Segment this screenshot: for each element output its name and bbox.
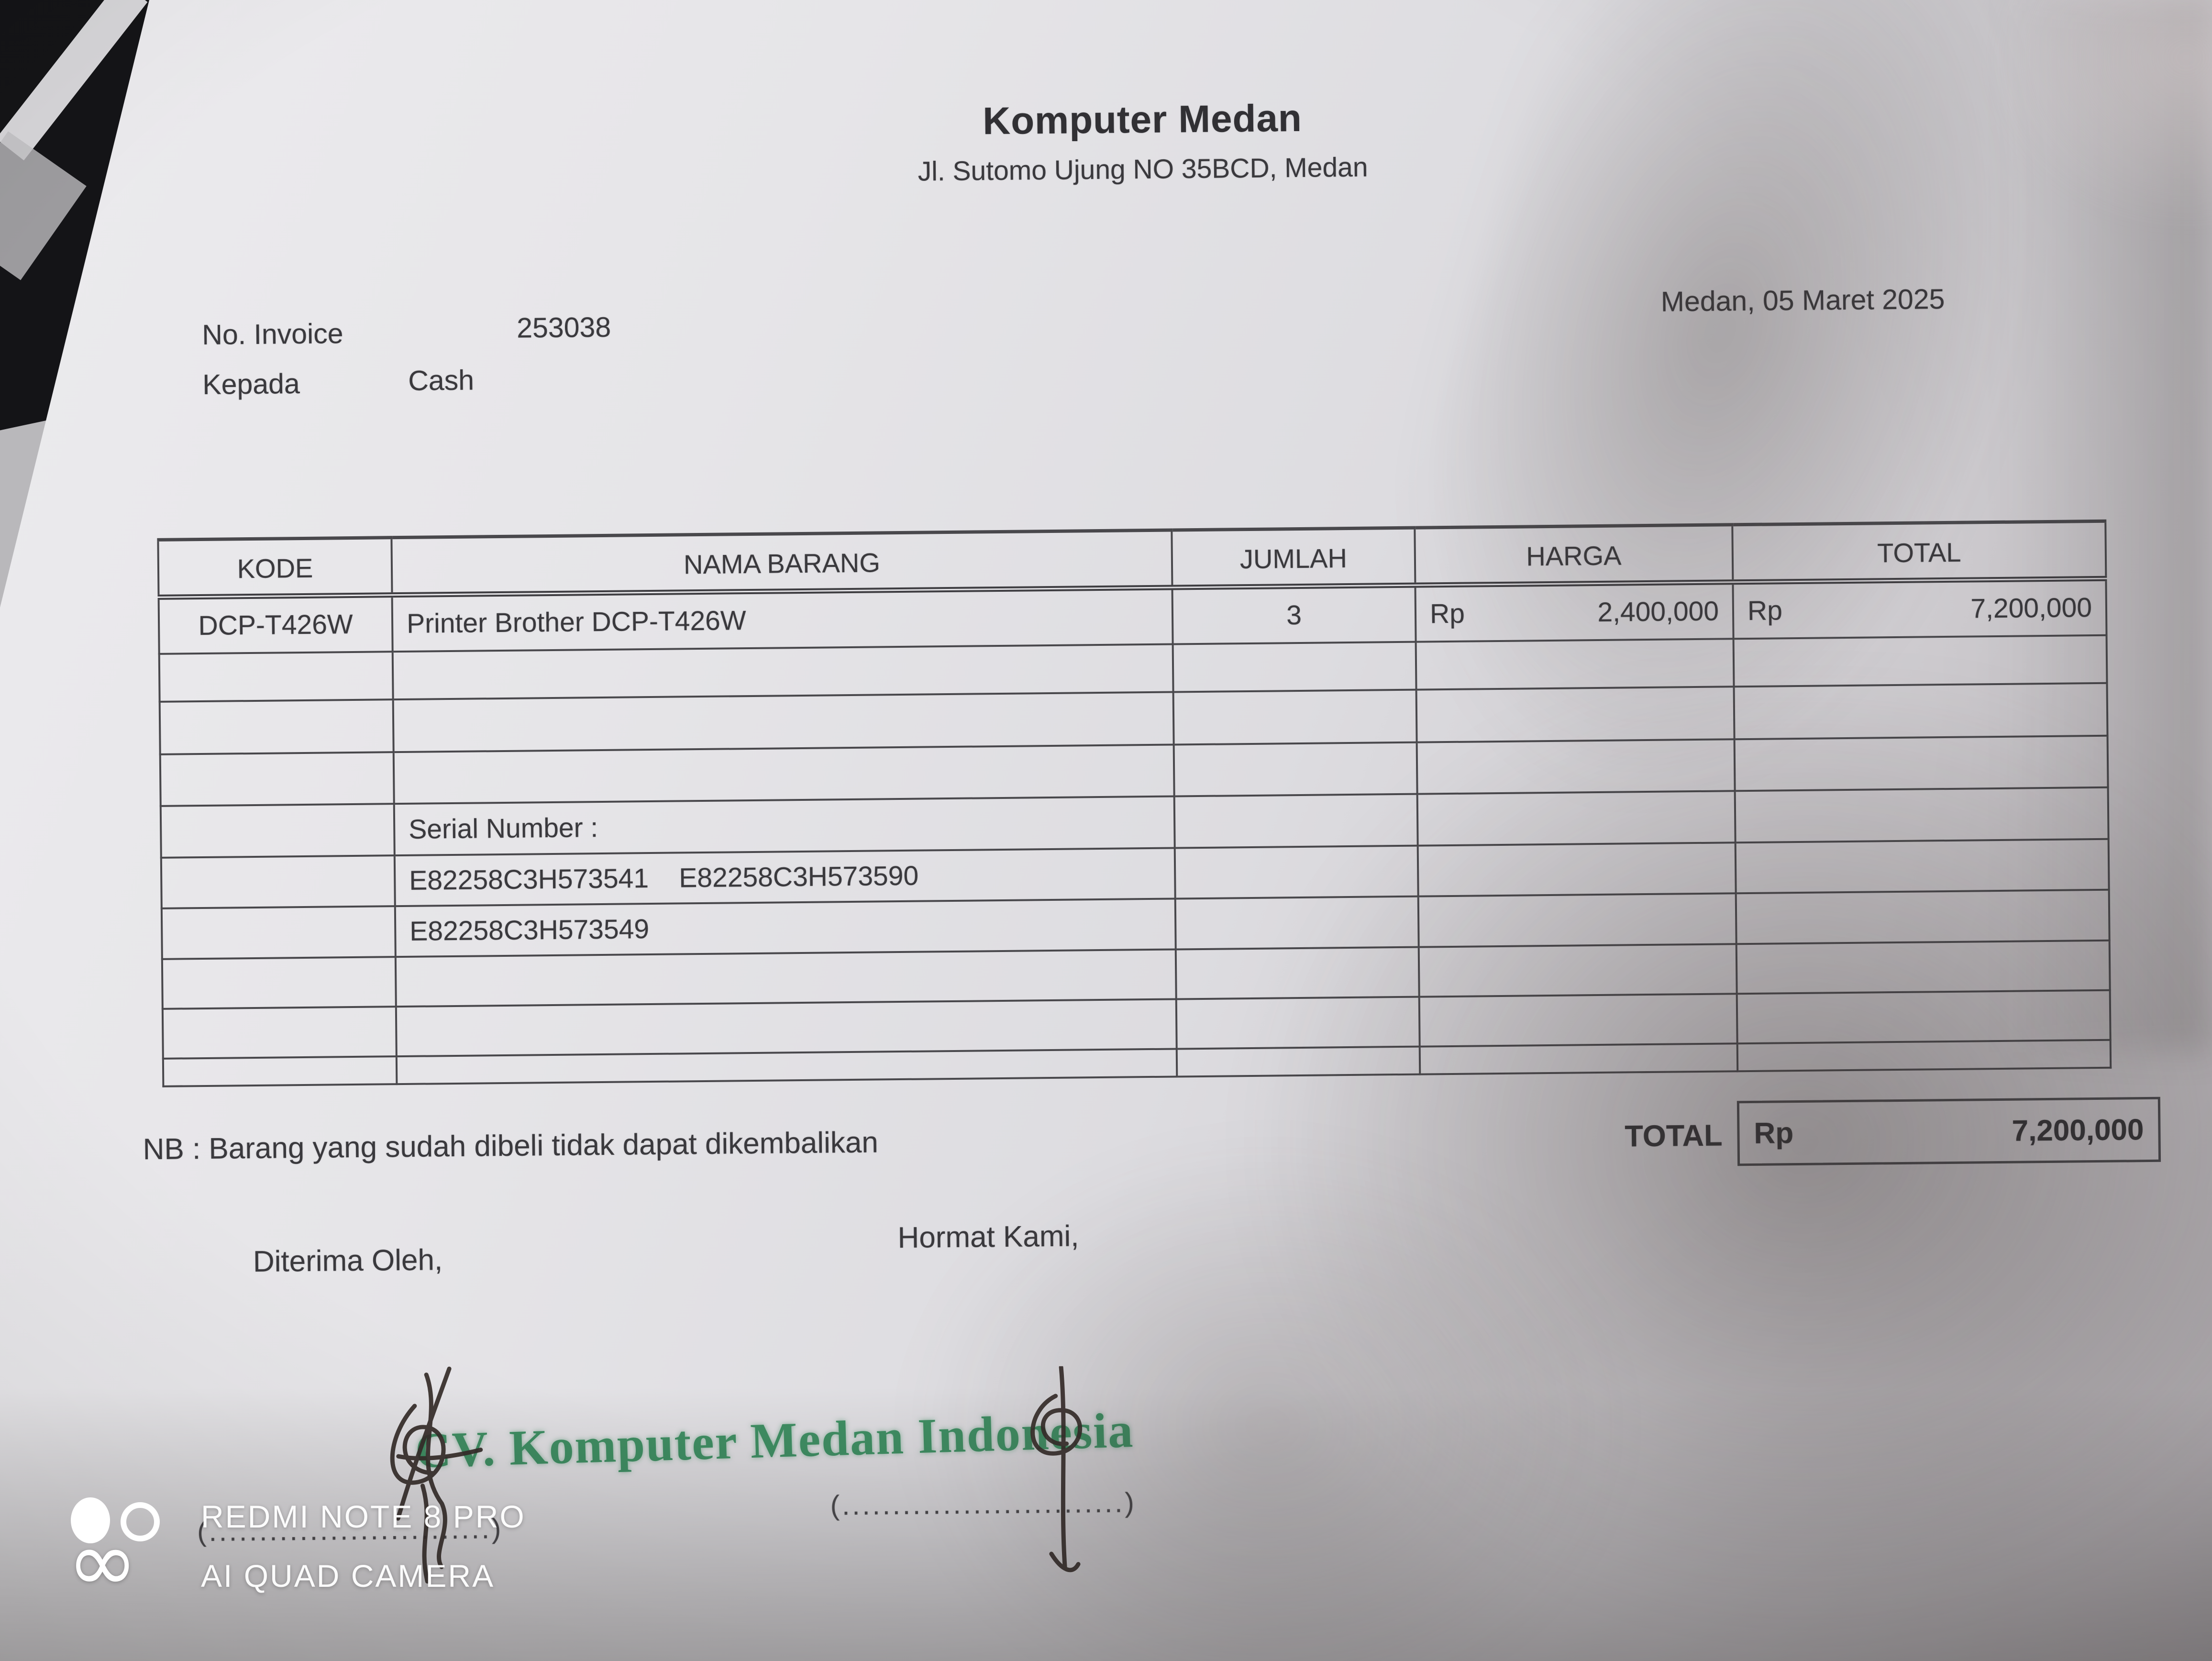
store-name: Komputer Medan bbox=[982, 96, 1303, 143]
nb-note: NB : Barang yang sudah dibeli tidak dapa… bbox=[143, 1126, 879, 1166]
currency-label: Rp bbox=[1429, 598, 1465, 630]
signature-line-right: (............................) bbox=[830, 1487, 1137, 1521]
watermark-camera-label: AI QUAD CAMERA bbox=[201, 1558, 495, 1594]
currency-label: Rp bbox=[1754, 1116, 1794, 1150]
desk-edge-shadow bbox=[0, 131, 87, 280]
watermark-device-name: REDMI NOTE 8 PRO bbox=[201, 1499, 526, 1534]
grand-total-box: Rp 7,200,000 bbox=[1736, 1096, 2161, 1166]
col-header-total: TOTAL bbox=[1732, 521, 2106, 582]
signature-right bbox=[1030, 1365, 1083, 1572]
company-stamp: CV. Komputer Medan Indonesia bbox=[414, 1402, 1135, 1479]
invoice-number-label: No. Invoice bbox=[201, 318, 343, 351]
regards-label: Hormat Kami, bbox=[897, 1219, 1079, 1255]
redmi-camera-icon: ∞ bbox=[67, 1492, 181, 1606]
infinity-icon: ∞ bbox=[67, 1512, 138, 1611]
invoice-number-value: 253038 bbox=[516, 311, 611, 344]
grand-total-amount: 7,200,000 bbox=[2012, 1113, 2144, 1148]
col-header-jumlah: JUMLAH bbox=[1172, 528, 1416, 588]
camera-watermark: ∞ REDMI NOTE 8 PRO AI QUAD CAMERA bbox=[67, 1492, 526, 1606]
invoice-table: KODE NAMA BARANG JUMLAH HARGA TOTAL DCP-… bbox=[157, 520, 2112, 1087]
harga-amount: 2,400,000 bbox=[1597, 596, 1719, 628]
cell-nama: Printer Brother DCP-T426W bbox=[392, 587, 1173, 652]
cell-serial-numbers: E82258C3H573541 E82258C3H573590 bbox=[394, 848, 1175, 906]
kepada-label: Kepada bbox=[202, 368, 300, 400]
currency-label: Rp bbox=[1747, 595, 1783, 627]
grand-total-label: TOTAL bbox=[1625, 1118, 1723, 1153]
cell-serial-label: Serial Number : bbox=[394, 796, 1175, 855]
total-amount: 7,200,000 bbox=[1970, 592, 2092, 624]
cell-kode: DCP-T426W bbox=[158, 595, 393, 654]
col-header-kode: KODE bbox=[158, 537, 392, 598]
cell-harga: Rp 2,400,000 bbox=[1415, 582, 1734, 642]
col-header-harga: HARGA bbox=[1415, 524, 1733, 586]
kepada-value: Cash bbox=[408, 364, 475, 397]
cell-serial-number: E82258C3H573549 bbox=[395, 898, 1176, 957]
col-header-nama-barang: NAMA BARANG bbox=[391, 530, 1172, 595]
store-address: Jl. Sutomo Ujung NO 35BCD, Medan bbox=[918, 152, 1368, 187]
cell-total: Rp 7,200,000 bbox=[1733, 578, 2107, 639]
cell-jumlah: 3 bbox=[1172, 585, 1416, 644]
received-by-label: Diterima Oleh, bbox=[253, 1243, 443, 1279]
city-date: Medan, 05 Maret 2025 bbox=[1660, 283, 1945, 318]
camera-lens-filled-icon bbox=[71, 1497, 110, 1543]
